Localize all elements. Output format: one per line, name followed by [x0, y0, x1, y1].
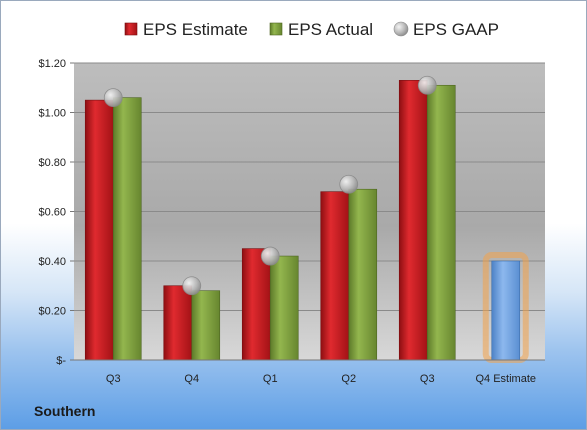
company-label: Southern: [34, 403, 96, 419]
y-tick-label: $0.60: [38, 207, 66, 219]
gaap-markers: [103, 75, 437, 296]
legend-label: EPS GAAP: [413, 20, 499, 39]
legend-swatch: [269, 22, 283, 36]
bars: [84, 80, 529, 363]
marker-eps-gaap: [417, 75, 437, 95]
y-tick-label: $0.40: [38, 256, 66, 268]
x-tick-label: Q4 Estimate: [475, 373, 536, 385]
bar-eps-actual: [348, 188, 378, 361]
x-tick-label: Q2: [341, 373, 356, 385]
y-tick-label: $1.20: [38, 58, 66, 70]
legend-swatch: [393, 21, 409, 37]
legend-label: EPS Actual: [288, 20, 373, 39]
bar-eps-estimate: [241, 248, 271, 361]
bar-forecast: [491, 260, 521, 361]
y-tick-label: $0.80: [38, 157, 66, 169]
y-axis-ticks: $- $0.20 $0.40 $0.60 $0.80 $1.00 $1.20: [38, 58, 74, 367]
bar-eps-actual: [112, 97, 142, 361]
x-axis-ticks: Q3 Q4 Q1 Q2 Q3 Q4 Estimate: [106, 373, 536, 385]
bar-eps-actual: [191, 290, 221, 361]
bar-eps-actual: [269, 255, 299, 361]
bar-eps-estimate: [320, 191, 350, 361]
bar-eps-estimate: [163, 285, 193, 361]
marker-eps-gaap: [182, 276, 202, 296]
legend-label: EPS Estimate: [143, 20, 248, 39]
marker-eps-gaap: [339, 174, 359, 194]
marker-eps-gaap: [103, 88, 123, 108]
bar-eps-estimate: [398, 80, 428, 361]
x-tick-label: Q1: [263, 373, 278, 385]
x-tick-label: Q3: [420, 373, 435, 385]
y-tick-label: $1.00: [38, 108, 66, 120]
bar-eps-actual: [426, 84, 456, 361]
legend-swatch: [124, 22, 138, 36]
x-tick-label: Q3: [106, 373, 121, 385]
marker-eps-gaap: [260, 246, 280, 266]
y-tick-label: $0.20: [38, 306, 66, 318]
y-tick-label: $-: [56, 355, 66, 367]
bar-eps-estimate: [84, 99, 114, 361]
gridlines: [74, 62, 545, 311]
x-tick-label: Q4: [184, 373, 199, 385]
legend: EPS Estimate EPS Actual EPS GAAP: [124, 20, 499, 39]
